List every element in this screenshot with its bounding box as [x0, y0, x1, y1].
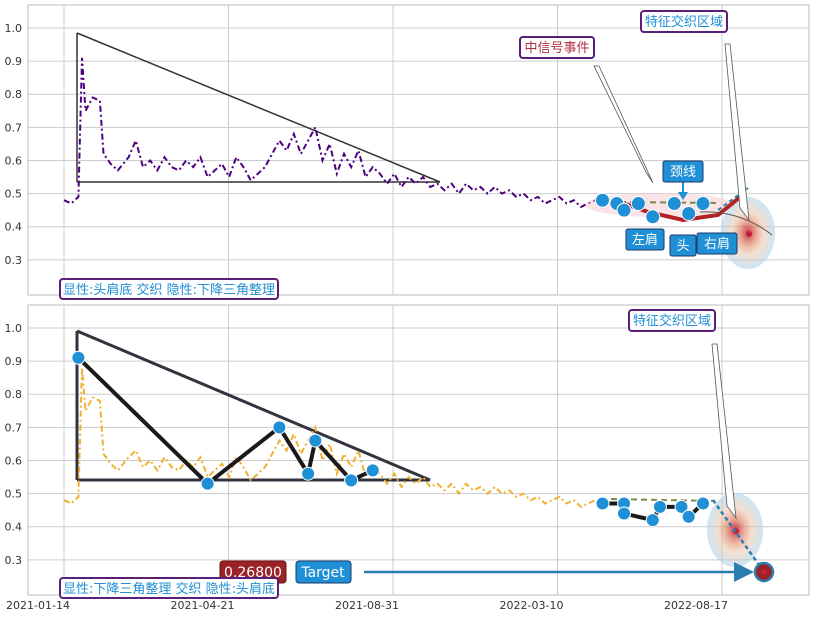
bottom-triangle-markers [71, 350, 380, 491]
bottom-feature-zone-label: 特征交织区域 [633, 313, 711, 329]
signal-event-label: 中信号事件 [524, 41, 589, 56]
head-box: 头 [669, 234, 697, 257]
top-y-tick-labels: 1.0 0.9 0.8 0.7 0.6 0.5 0.4 0.3 [5, 22, 23, 267]
bottom-feature-zone-arrow [711, 343, 737, 520]
x-tick-label: 2022-03-10 [500, 599, 564, 612]
pattern-point [616, 202, 632, 218]
y-tick-label: 0.6 [5, 454, 23, 467]
triangle-point [71, 350, 86, 365]
bottom-caption: 显性:下降三角整理 交织 隐性:头肩底 [63, 581, 275, 597]
x-tick-label: 2021-01-14 [6, 599, 70, 612]
pattern-point [696, 496, 711, 511]
top-feature-zone-label: 特征交织区域 [645, 14, 723, 30]
triangle-point [301, 466, 316, 481]
y-tick-label: 0.3 [5, 254, 23, 267]
triangle-point [200, 476, 215, 491]
pattern-point [695, 196, 711, 212]
y-tick-label: 0.4 [5, 521, 23, 534]
x-tick-label: 2021-08-31 [335, 599, 399, 612]
pattern-point [681, 205, 697, 221]
pattern-point [595, 496, 610, 511]
y-tick-label: 1.0 [5, 322, 23, 335]
top-neckline-arrow [678, 180, 688, 200]
target-label-box: Target [295, 560, 352, 584]
head-label: 头 [676, 239, 689, 254]
bottom-panel-frame [27, 304, 810, 596]
bottom-feature-zone-box: 特征交织区域 [628, 309, 716, 332]
triangle-point [365, 463, 380, 478]
y-tick-label: 0.7 [5, 421, 23, 434]
bottom-caption-box: 显性:下降三角整理 交织 隐性:头肩底 [59, 577, 279, 599]
top-feature-zone-arrow [724, 43, 750, 222]
x-tick-label: 2022-08-17 [664, 599, 728, 612]
x-tick-label: 2021-04-21 [171, 599, 235, 612]
bottom-y-tick-labels: 1.0 0.9 0.8 0.7 0.6 0.5 0.4 0.3 [5, 322, 23, 567]
pattern-point [674, 499, 689, 514]
top-projection-curve [699, 211, 773, 236]
bottom-pattern-markers [595, 496, 711, 528]
signal-event-box: 中信号事件 [519, 36, 595, 59]
target-marker-dot [761, 569, 767, 575]
y-tick-label: 0.7 [5, 121, 23, 134]
triangle-point [308, 433, 323, 448]
pattern-point [617, 506, 632, 521]
left-shoulder-label: 左肩 [632, 232, 658, 248]
pattern-point [595, 192, 610, 208]
pattern-point [645, 209, 661, 225]
top-triangle [76, 32, 441, 183]
bottom-neckline [610, 498, 716, 502]
y-tick-label: 0.8 [5, 88, 23, 101]
top-caption-box: 显性:头肩底 交织 隐性:下降三角整理 [59, 278, 279, 300]
pattern-point [681, 509, 696, 524]
pattern-point [666, 196, 682, 212]
x-tick-labels: 2021-01-14 2021-04-21 2021-08-31 2022-03-10… [6, 599, 728, 612]
target-label: Target [300, 565, 345, 581]
right-shoulder-box: 右肩 [696, 232, 738, 255]
pattern-point [630, 196, 646, 212]
bottom-projection [711, 499, 766, 573]
top-signal-event-arrow [593, 65, 654, 184]
pattern-point [645, 513, 660, 528]
y-tick-label: 0.5 [5, 488, 23, 501]
neckline-label: 颈线 [670, 165, 696, 180]
y-tick-label: 0.9 [5, 355, 23, 368]
triangle-point [344, 473, 359, 488]
right-shoulder-label: 右肩 [704, 236, 730, 252]
triangle-point [272, 420, 287, 435]
top-caption: 显性:头肩底 交织 隐性:下降三角整理 [63, 282, 275, 298]
y-tick-label: 0.4 [5, 221, 23, 234]
y-tick-label: 0.5 [5, 188, 23, 201]
y-tick-label: 0.3 [5, 554, 23, 567]
pattern-point [652, 499, 667, 514]
neckline-box: 颈线 [662, 160, 704, 183]
y-tick-label: 1.0 [5, 22, 23, 35]
left-shoulder-box: 左肩 [625, 228, 665, 251]
top-feature-zone-box: 特征交织区域 [640, 10, 728, 33]
y-tick-label: 0.8 [5, 388, 23, 401]
bottom-price-series [63, 367, 604, 509]
top-feature-zone-center [746, 231, 752, 237]
y-tick-label: 0.9 [5, 55, 23, 68]
y-tick-label: 0.6 [5, 154, 23, 167]
top-pattern-markers [595, 192, 711, 225]
